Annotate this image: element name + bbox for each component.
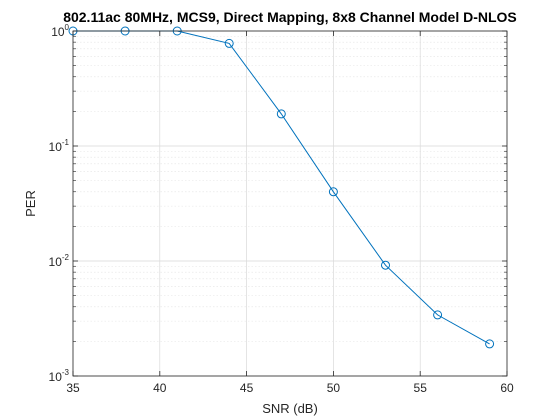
y-tick-label: 10-2 — [49, 253, 70, 269]
x-tick-label: 60 — [500, 381, 514, 395]
data-point — [381, 260, 390, 270]
x-tick-label: 55 — [414, 381, 428, 395]
y-axis-label: PER — [23, 190, 38, 217]
x-tick-label: 40 — [153, 381, 167, 395]
x-tick-label: 35 — [66, 381, 80, 395]
x-axis-label: SNR (dB) — [262, 401, 318, 416]
y-tick-label: 10-3 — [49, 368, 70, 384]
plot-frame — [72, 30, 508, 377]
y-tick-label: 100 — [51, 23, 69, 39]
x-tick-label: 45 — [240, 381, 254, 395]
data-point — [276, 109, 286, 119]
y-tick-label: 10-1 — [49, 138, 70, 154]
minor-grid — [73, 35, 507, 342]
data-point — [328, 187, 338, 197]
data-point — [485, 339, 495, 349]
x-tick-label: 50 — [327, 381, 341, 395]
ticks-layer: 35 40 45 50 55 60 10-3 10-2 10-1 100 — [49, 23, 514, 395]
data-point — [224, 38, 234, 48]
data-point — [433, 310, 443, 320]
chart-title: 802.11ac 80MHz, MCS9, Direct Mapping, 8x… — [63, 9, 517, 25]
plot-area — [73, 31, 507, 376]
